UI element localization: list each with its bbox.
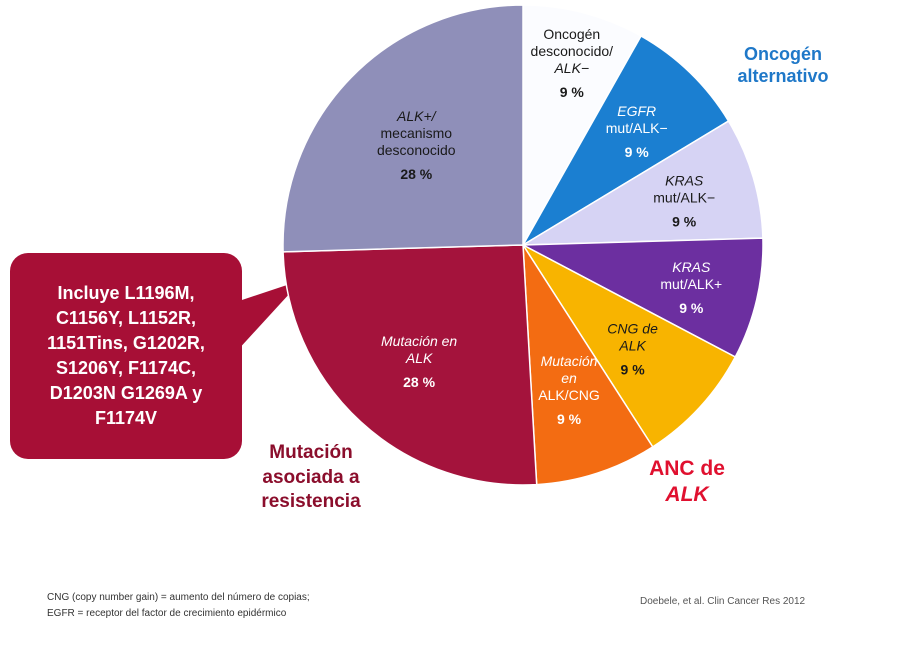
slice-label-line: Mutación [541, 353, 598, 369]
slice-label-line: desconocido/ [531, 43, 614, 59]
group-label-alternative-oncogene: Oncogén alternativo [718, 44, 848, 87]
slice-label-egfr: EGFR mut/ALK− 9 % [606, 103, 668, 160]
slice-label-line: mut/ALK+ [660, 276, 722, 292]
pie-slice-kras-pos [520, 237, 764, 359]
footnote-cng: CNG (copy number gain) = aumento del núm… [47, 592, 310, 603]
slice-value-label: 9 % [621, 362, 646, 378]
slice-label-line: mut/ALK− [606, 120, 668, 136]
mutation-callout: Incluye L1196M, C1156Y, L1152R, 1151Tins… [10, 253, 242, 459]
footnote-egfr: EGFR = receptor del factor de crecimient… [47, 608, 287, 619]
slice-label-alk-mutation: Mutación en ALK 28 % [381, 333, 457, 390]
slice-label-line: CNG de [607, 321, 658, 337]
slice-label-line: ALK [618, 338, 646, 354]
slice-value-label: 28 % [400, 166, 432, 182]
pie-slice-alk-mutation [282, 244, 538, 486]
slice-label-line: en [561, 370, 577, 386]
callout-text: Incluye L1196M, C1156Y, L1152R, 1151Tins… [47, 283, 205, 428]
group-label-resistance: Mutación asociada a resistencia [236, 441, 386, 515]
slice-label-cng: CNG de ALK 9 % [607, 321, 658, 378]
group-resistance-line1: Mutación [269, 442, 353, 463]
slice-label-line: KRAS [665, 173, 704, 189]
pie-slice-alk-unknown [282, 4, 524, 253]
slice-label-kras-neg: KRAS mut/ALK− 9 % [653, 173, 715, 230]
slice-label-line: EGFR [617, 103, 656, 119]
slice-label-line: ALK [405, 350, 433, 366]
pie-slice-egfr [520, 34, 730, 248]
pie-slice-kras-neg [520, 120, 764, 246]
group-resistance-line2: asociada a [262, 466, 360, 488]
pie-slice-alk-cng [522, 242, 654, 486]
footnote-source: Doebele, et al. Clin Cancer Res 2012 [640, 596, 806, 607]
slice-label-line: ALK− [553, 60, 589, 76]
slice-label-line: mut/ALK− [653, 190, 715, 206]
slice-value-label: 9 % [625, 144, 650, 160]
group-anc-line1: ANC de [649, 457, 725, 480]
pie-slice-cng [520, 243, 737, 448]
slice-label-alk-unknown: ALK+/mecanismo desconocido 28 % [377, 108, 456, 182]
pie-slice-unknown-oncogene [522, 4, 643, 248]
slice-label-line: Mutación en [381, 333, 457, 349]
slice-label-kras-pos: KRAS mut/ALK+ 9 % [660, 259, 722, 316]
slice-label-alk-cng: Mutación en ALK/CNG 9 % [538, 353, 599, 427]
slice-value-label: 9 % [672, 214, 697, 230]
slice-value-label: 9 % [557, 411, 582, 427]
slice-label-line: desconocido [377, 142, 456, 158]
slice-label-line: mecanismo [381, 125, 453, 141]
group-label-anc: ANC de ALK [622, 456, 752, 509]
slice-label-line: KRAS [672, 259, 711, 275]
slice-value-label: 28 % [403, 374, 435, 390]
slice-value-label: 9 % [679, 300, 704, 316]
slice-value-label: 9 % [560, 84, 585, 100]
group-anc-line2: ALK [665, 483, 709, 507]
slice-label-unknown-oncogene: Oncogén desconocido/ALK− 9 % [531, 26, 614, 100]
callout-pointer [236, 280, 302, 352]
slice-label-line: ALK/CNG [538, 387, 599, 403]
footnote-definitions: CNG (copy number gain) = aumento del núm… [47, 590, 310, 622]
group-alternative-line2: alternativo [737, 65, 829, 86]
slice-label-line: Oncogén [543, 26, 600, 42]
group-alternative-line1: Oncogén [743, 44, 822, 64]
slice-label-line: ALK+/ [396, 108, 438, 124]
group-resistance-line3: resistencia [261, 491, 361, 513]
